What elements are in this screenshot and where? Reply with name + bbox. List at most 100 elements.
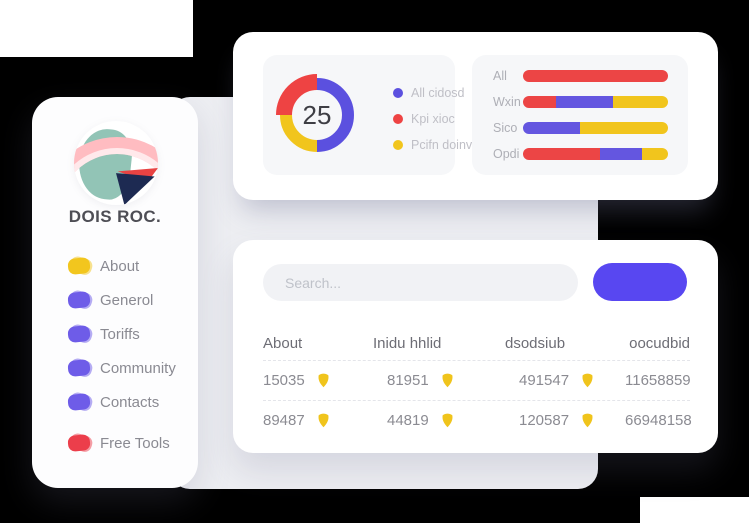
menu-blob-icon — [68, 394, 90, 410]
shield-icon — [317, 373, 330, 388]
bar-segment-yellow — [641, 148, 668, 160]
bar-row-wxin: Wxin — [493, 95, 688, 109]
search-input[interactable] — [263, 264, 578, 301]
donut-slice — [316, 78, 354, 152]
table-header-label: dsodsiub — [505, 334, 566, 352]
brand-logo — [74, 121, 158, 205]
search-button[interactable] — [593, 263, 687, 301]
data-table: About Inidu hhlid dsodsiub oocudbid 15035 81… — [263, 326, 692, 440]
sidebar-menu: About Generol Toriffs Community Contacts Free… — [32, 249, 198, 460]
table-cell: 15035 — [263, 372, 373, 389]
bar-track — [523, 148, 668, 160]
table-cell-value: 89487 — [263, 412, 305, 429]
bar-segment-red — [523, 96, 557, 108]
table-cell-value: 81951 — [387, 372, 429, 389]
shield-icon — [441, 373, 454, 388]
legend-dot-icon — [393, 114, 403, 124]
donut-chart-panel: 25 All cidosd Kpi xioc Pcifn doinvi — [263, 55, 475, 175]
bar-category-label: Sico — [493, 121, 518, 135]
menu-blob-icon — [68, 435, 90, 451]
table-header-cell: dsodsiub — [505, 335, 625, 352]
sidebar-item-label: About — [100, 257, 140, 275]
sidebar-item-contacts[interactable]: Contacts — [32, 385, 198, 419]
menu-blob-icon — [68, 326, 90, 342]
table-header-label: Inidu hhlid — [373, 334, 442, 352]
bar-track — [523, 122, 668, 134]
donut-chart: 25 — [275, 73, 359, 157]
bar-segment-red — [523, 70, 668, 82]
sidebar-item-label: Generol — [100, 291, 154, 309]
sidebar: DOIS ROC. About Generol Toriffs Community Co… — [32, 97, 198, 488]
bar-row-all: All — [493, 69, 688, 83]
donut-chart-svg — [276, 74, 354, 152]
table-cell-value: 44819 — [387, 412, 429, 429]
legend-item: All cidosd — [393, 85, 475, 101]
decor-rect-bottom-right — [640, 497, 749, 523]
sidebar-item-about[interactable]: About — [32, 249, 198, 283]
table-header-cell: Inidu hhlid — [373, 335, 505, 352]
table-cell: 491547 — [505, 372, 625, 389]
sidebar-item-free-tools[interactable]: Free Tools — [32, 426, 198, 460]
legend-item: Pcifn doinvi — [393, 137, 475, 153]
logo-band-stripe — [74, 148, 158, 205]
bar-segment-yellow — [612, 96, 668, 108]
table-row: 15035 81951 491547 11658859 — [263, 360, 691, 400]
bar-segment-yellow — [579, 122, 668, 134]
table-cell: 81951 — [373, 372, 505, 389]
bar-track — [523, 70, 668, 82]
logo-band-shape — [74, 137, 158, 205]
bar-segment-purple — [599, 148, 642, 160]
sidebar-item-label: Community — [100, 359, 176, 377]
sidebar-item-community[interactable]: Community — [32, 351, 198, 385]
table-header-cell: oocudbid — [625, 335, 690, 352]
bars-chart-panel: All Wxin Sico Opdi — [472, 55, 688, 175]
sidebar-item-label: Free Tools — [100, 434, 170, 452]
menu-blob-icon — [68, 292, 90, 308]
table-header-label: About — [263, 334, 303, 352]
shield-icon — [317, 413, 330, 428]
table-cell: 11658859 — [625, 372, 691, 389]
decor-rect-top-left — [0, 0, 193, 57]
legend-dot-icon — [393, 140, 403, 150]
bar-category-label: Wxin — [493, 95, 521, 109]
table-header-label: oocudbid — [629, 334, 690, 352]
bars-chart: All Wxin Sico Opdi — [493, 69, 688, 161]
table-cell-value: 66948158 — [625, 412, 692, 429]
brand-title: DOIS ROC. — [68, 207, 162, 226]
table-cell: 120587 — [505, 412, 625, 429]
menu-blob-icon — [68, 360, 90, 376]
table-header-cell: About — [263, 335, 373, 352]
shield-icon — [581, 373, 594, 388]
sidebar-item-toriffs[interactable]: Toriffs — [32, 317, 198, 351]
table-cell-value: 120587 — [519, 412, 570, 429]
sidebar-item-label: Contacts — [100, 393, 160, 411]
table-body: 15035 81951 491547 11658859 89487 44819 120587… — [263, 360, 692, 440]
table-cell: 66948158 — [625, 412, 692, 429]
table-cell-value: 15035 — [263, 372, 305, 389]
charts-card: 25 All cidosd Kpi xioc Pcifn doinvi All Wxi… — [233, 32, 718, 200]
legend-label: All cidosd — [411, 86, 465, 100]
table-cell-value: 11658859 — [625, 372, 691, 389]
table-cell-value: 491547 — [519, 372, 570, 389]
shield-icon — [581, 413, 594, 428]
table-header-row: About Inidu hhlid dsodsiub oocudbid — [263, 326, 690, 360]
bar-category-label: All — [493, 69, 507, 83]
legend-label: Kpi xioc — [411, 112, 455, 126]
bar-segment-red — [523, 148, 600, 160]
donut-slice — [276, 74, 318, 116]
donut-legend: All cidosd Kpi xioc Pcifn doinvi — [393, 85, 475, 153]
table-row: 89487 44819 120587 66948158 — [263, 400, 692, 440]
bar-category-label: Opdi — [493, 147, 520, 161]
bar-row-sico: Sico — [493, 121, 688, 135]
sidebar-item-generol[interactable]: Generol — [32, 283, 198, 317]
table-cell: 89487 — [263, 412, 373, 429]
bar-segment-purple — [523, 122, 580, 134]
table-cell: 44819 — [373, 412, 505, 429]
donut-center-value: 25 — [302, 99, 332, 130]
bar-row-opdi: Opdi — [493, 147, 688, 161]
menu-blob-icon — [68, 258, 90, 274]
sidebar-item-label: Toriffs — [100, 325, 140, 343]
shield-icon — [441, 413, 454, 428]
data-table-card: About Inidu hhlid dsodsiub oocudbid 15035 81… — [233, 240, 718, 453]
